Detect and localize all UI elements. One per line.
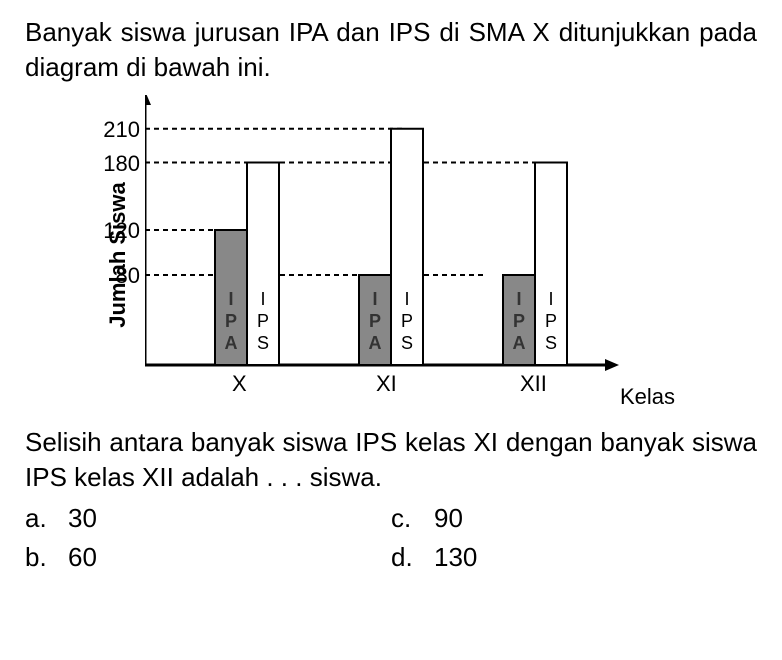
option-d: d. 130 xyxy=(391,538,757,577)
svg-text:I: I xyxy=(228,289,233,309)
chart-plot: IPAIPSIPAIPSIPAIPS xyxy=(145,95,645,400)
option-c: c. 90 xyxy=(391,499,757,538)
svg-text:A: A xyxy=(513,333,526,353)
svg-text:I: I xyxy=(404,289,409,309)
svg-text:P: P xyxy=(257,311,269,331)
option-d-value: 130 xyxy=(434,538,477,577)
svg-text:A: A xyxy=(369,333,382,353)
y-axis-label: Jumlah Siswa xyxy=(105,182,131,328)
question-text: Banyak siswa jurusan IPA dan IPS di SMA … xyxy=(25,15,757,85)
svg-text:P: P xyxy=(225,311,237,331)
followup-text: Selisih antara banyak siswa IPS kelas XI… xyxy=(25,425,757,495)
y-tick-80: 80 xyxy=(100,263,140,289)
svg-text:P: P xyxy=(369,311,381,331)
option-b-value: 60 xyxy=(68,538,97,577)
svg-text:S: S xyxy=(401,333,413,353)
x-tick-XII: XII xyxy=(520,371,547,397)
svg-text:P: P xyxy=(513,311,525,331)
option-a: a. 30 xyxy=(25,499,391,538)
bar-chart: Jumlah Siswa 80120180210 IPAIPSIPAIPSIPA… xyxy=(65,95,645,415)
x-tick-XI: XI xyxy=(376,371,397,397)
y-tick-180: 180 xyxy=(100,151,140,177)
svg-text:A: A xyxy=(225,333,238,353)
svg-text:S: S xyxy=(545,333,557,353)
option-b-letter: b. xyxy=(25,538,50,577)
option-c-value: 90 xyxy=(434,499,463,538)
x-tick-X: X xyxy=(232,371,247,397)
option-a-letter: a. xyxy=(25,499,50,538)
option-c-letter: c. xyxy=(391,499,416,538)
svg-text:S: S xyxy=(257,333,269,353)
x-axis-label: Kelas xyxy=(620,384,675,410)
y-tick-120: 120 xyxy=(100,218,140,244)
svg-text:P: P xyxy=(545,311,557,331)
svg-text:I: I xyxy=(260,289,265,309)
option-d-letter: d. xyxy=(391,538,416,577)
svg-text:I: I xyxy=(548,289,553,309)
answer-options: a. 30 c. 90 b. 60 d. 130 xyxy=(25,499,757,577)
svg-text:P: P xyxy=(401,311,413,331)
svg-text:I: I xyxy=(516,289,521,309)
option-a-value: 30 xyxy=(68,499,97,538)
y-tick-210: 210 xyxy=(100,117,140,143)
svg-text:I: I xyxy=(372,289,377,309)
option-b: b. 60 xyxy=(25,538,391,577)
